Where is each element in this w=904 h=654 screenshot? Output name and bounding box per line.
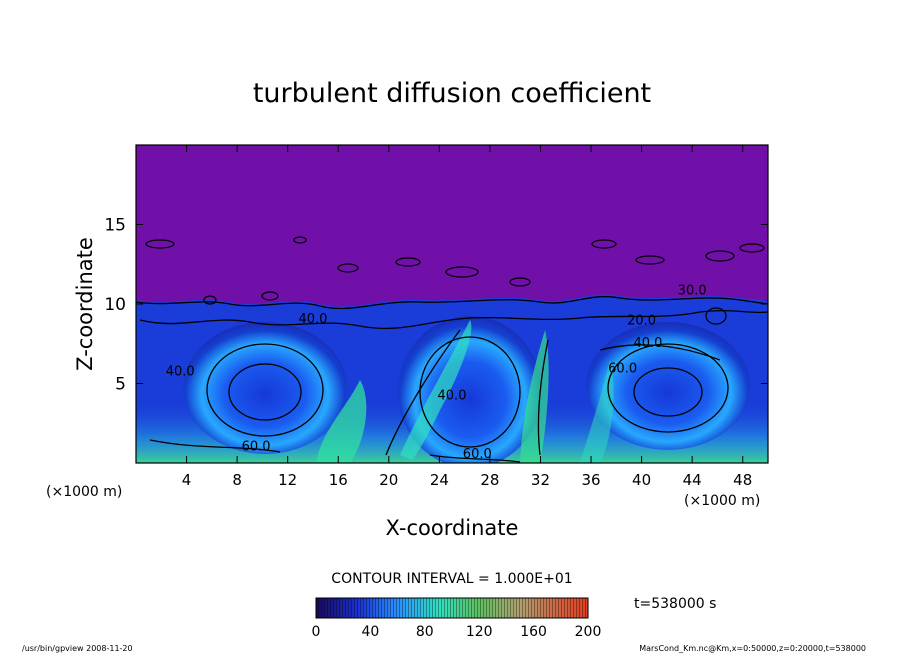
chart-title: turbulent diffusion coefficient: [253, 78, 651, 109]
colorbar-tick-label: 160: [520, 624, 547, 640]
y-tick-label: 15: [104, 216, 126, 236]
contour-label: 60.0: [608, 361, 637, 376]
contour-label: 60.0: [242, 439, 271, 454]
x-axis: 4 8 12 16 20 24 28 32 36 40 44 48: [182, 145, 752, 489]
green-plume-4: [580, 360, 614, 463]
y-tick-label: 5: [115, 375, 126, 395]
x-tick-label: 20: [379, 471, 398, 489]
colorbar-tick-label: 80: [416, 624, 434, 640]
colorbar-tick-label: 40: [361, 624, 379, 640]
x-unit-label: (×1000 m): [684, 493, 760, 509]
colorbar-tick-label: 120: [466, 624, 493, 640]
contour-label: 40.0: [298, 312, 327, 327]
contour-interval: CONTOUR INTERVAL = 1.000E+01: [331, 571, 572, 587]
plot-area: 60.0 60.0 40.0 40.0 40.0 20.0 30.0 60.0 40.0: [136, 145, 768, 463]
x-tick-label: 44: [683, 471, 702, 489]
cell-2: [398, 316, 542, 463]
cell-3: [586, 322, 750, 450]
contour-labels: 60.0 60.0 40.0 40.0 40.0 20.0 30.0 60.0 40.0: [166, 283, 707, 462]
x-tick-label: 16: [329, 471, 348, 489]
contour-label: 60.0: [463, 447, 492, 462]
colorbar-stripes: [316, 598, 588, 618]
contour-label: 20.0: [627, 314, 656, 329]
colorbar-frame: [315, 597, 589, 619]
x-axis-label: X-coordinate: [386, 516, 519, 540]
cell-1: [183, 322, 347, 454]
x-tick-label: 12: [278, 471, 297, 489]
x-tick-label: 32: [531, 471, 550, 489]
contour-label: 40.0: [166, 365, 195, 380]
x-tick-label: 24: [430, 471, 449, 489]
x-tick-label: 40: [632, 471, 651, 489]
green-plume-2: [400, 320, 472, 460]
colorbar: 0 40 80 120 160 200: [312, 597, 602, 640]
green-plume-1: [316, 380, 367, 463]
x-tick-label: 8: [232, 471, 242, 489]
x-tick-label: 36: [581, 471, 600, 489]
footer-left: /usr/bin/gpview 2008-11-20: [22, 644, 133, 653]
x-tick-label: 48: [733, 471, 752, 489]
cloud-fragments: [145, 236, 765, 325]
colorbar-tick-label: 0: [312, 624, 321, 640]
x-tick-label: 4: [182, 471, 192, 489]
contour-label: 40.0: [438, 388, 467, 403]
contour-label: 30.0: [678, 283, 707, 298]
y-unit-label: (×1000 m): [46, 484, 122, 500]
colorbar-ticks: 0 40 80 120 160 200: [312, 624, 602, 640]
footer-right: MarsCond_Km.nc@Km,x=0:50000,z=0:20000,t=…: [639, 644, 866, 653]
y-tick-label: 10: [104, 295, 126, 315]
y-axis-label: Z-coordinate: [73, 237, 97, 371]
contour-label: 40.0: [633, 336, 662, 351]
green-plume-3: [520, 330, 549, 463]
colorbar-tick-label: 200: [575, 624, 602, 640]
time-label: t=538000 s: [634, 596, 716, 612]
y-axis: 5 10 15: [104, 216, 768, 395]
x-tick-label: 28: [480, 471, 499, 489]
